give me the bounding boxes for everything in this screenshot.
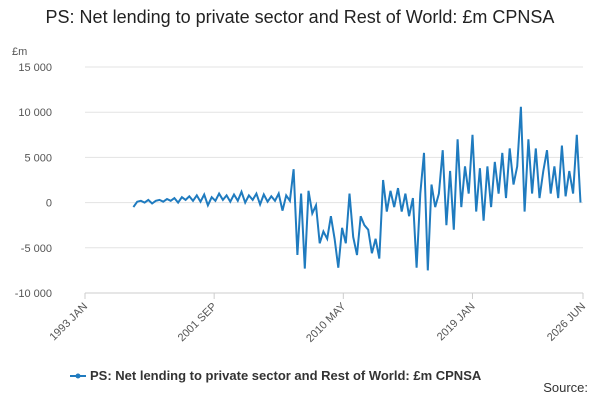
y-axis-label: £m (12, 46, 27, 58)
x-tick-label: 2010 MAY (304, 300, 349, 345)
x-tick-label: 1993 JAN (47, 301, 90, 344)
x-tick-label: 2026 JUN (545, 301, 588, 344)
line (132, 106, 582, 271)
x-tick-label: 2019 JAN (435, 301, 478, 344)
y-tick-label: 10 000 (18, 107, 52, 119)
x-tick-label: 2001 SEP (176, 301, 220, 345)
y-tick-label: -10 000 (15, 288, 52, 300)
legend-marker (75, 373, 81, 379)
source: Source: (543, 380, 588, 395)
y-tick-label: 5 000 (24, 152, 52, 164)
y-tick-label: 0 (46, 198, 52, 210)
legend-label: PS: Net lending to private sector and Re… (90, 368, 482, 383)
y-tick-label: -5 000 (21, 243, 52, 255)
chart-title: PS: Net lending to private sector and Re… (45, 7, 555, 27)
y-tick-label: 15 000 (18, 62, 52, 74)
